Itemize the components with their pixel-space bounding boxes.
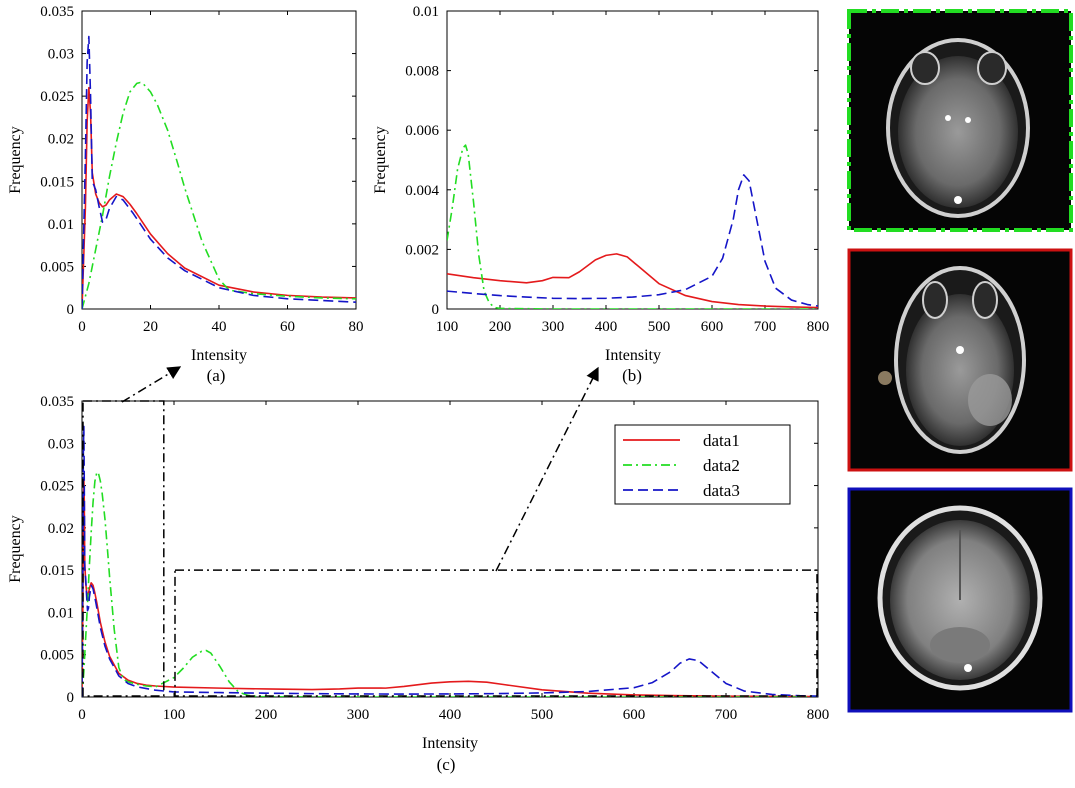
x-tick-label: 500 [648, 319, 671, 335]
zoom-box-a [82, 400, 165, 697]
x-tick-label: 500 [531, 707, 554, 723]
y-tick-label: 0.035 [40, 394, 74, 410]
y-tick-label: 0.006 [405, 123, 439, 139]
y-tick-label: 0.025 [40, 89, 74, 105]
y-tick-label: 0.01 [48, 217, 74, 233]
series-line-data3 [82, 425, 818, 697]
x-axis-label: Intensity [191, 347, 247, 364]
x-tick-label: 60 [280, 319, 295, 335]
y-tick-label: 0 [67, 302, 75, 318]
series-line-data1 [82, 86, 356, 309]
x-tick-label: 300 [542, 319, 565, 335]
legend: data1 data2 data3 [614, 424, 791, 505]
x-tick-label: 100 [436, 319, 459, 335]
x-tick-label: 700 [715, 707, 738, 723]
y-axis-label: Frequency [7, 126, 24, 194]
x-tick-label: 200 [255, 707, 278, 723]
y-tick-label: 0.015 [40, 174, 74, 190]
series-line-data1 [447, 253, 818, 309]
mri-slice-data1 [847, 248, 1073, 472]
y-tick-label: 0.008 [405, 64, 439, 80]
y-tick-label: 0.02 [48, 521, 74, 537]
legend-label-data3: data3 [703, 481, 740, 500]
chart-b: 0 0.002 0.004 0.006 0.008 0.01 100 200 300 400 500… [372, 4, 829, 385]
series-group [447, 144, 818, 309]
y-tick-label: 0.004 [405, 183, 439, 199]
x-tick-label: 800 [807, 707, 830, 723]
series-line-data1 [82, 476, 818, 697]
mri-slice-data3 [847, 487, 1073, 713]
series-line-data2 [447, 144, 818, 309]
x-tick-label: 20 [143, 319, 158, 335]
y-tick-label: 0.002 [405, 242, 439, 258]
zoom-arrow-b [495, 366, 599, 572]
x-tick-label: 400 [595, 319, 618, 335]
x-tick-label: 100 [163, 707, 186, 723]
y-tick-label: 0.02 [48, 132, 74, 148]
x-tick-label: 800 [807, 319, 830, 335]
y-tick-label: 0 [67, 690, 75, 706]
legend-label-data2: data2 [703, 456, 740, 475]
y-tick-label: 0.01 [48, 605, 74, 621]
x-tick-label: 700 [754, 319, 777, 335]
x-tick-label: 600 [623, 707, 646, 723]
panel-caption: (c) [437, 755, 456, 774]
zoom-arrow-a [121, 366, 182, 403]
panel-caption: (b) [622, 366, 642, 385]
series-line-data3 [447, 174, 818, 307]
plot-frame [446, 10, 819, 310]
y-tick-label: 0.005 [40, 648, 74, 664]
x-tick-label: 0 [78, 319, 86, 335]
zoom-annotations [82, 366, 818, 697]
x-axis-label: Intensity [422, 735, 478, 752]
series-group [82, 35, 356, 309]
x-tick-label: 300 [347, 707, 370, 723]
panel-caption: (a) [207, 366, 226, 385]
zoom-box-b [174, 569, 818, 697]
series-group [82, 425, 818, 697]
y-tick-label: 0.005 [40, 259, 74, 275]
series-line-data3 [82, 35, 356, 309]
y-tick-label: 0.015 [40, 563, 74, 579]
plot-frame [81, 10, 357, 310]
x-tick-label: 200 [489, 319, 512, 335]
x-tick-label: 600 [701, 319, 724, 335]
x-axis-label: Intensity [605, 347, 661, 364]
x-tick-label: 80 [349, 319, 364, 335]
legend-label-data1: data1 [703, 431, 740, 450]
mri-slice-data2 [847, 9, 1073, 232]
chart-a: 0 0.005 0.01 0.015 0.02 0.025 0.03 0.035 0 20 40 60… [7, 4, 364, 385]
y-axis-label: Frequency [372, 126, 389, 194]
y-tick-label: 0.025 [40, 479, 74, 495]
y-tick-label: 0 [432, 302, 440, 318]
series-line-data2 [82, 471, 818, 697]
y-tick-label: 0.035 [40, 4, 74, 20]
y-tick-label: 0.01 [413, 4, 439, 20]
y-tick-label: 0.03 [48, 47, 74, 63]
chart-c: 0 0.005 0.01 0.015 0.02 0.025 0.03 0.035 0 100 200… [7, 394, 829, 774]
y-axis-label: Frequency [7, 515, 24, 583]
y-tick-label: 0.03 [48, 436, 74, 452]
x-tick-label: 0 [78, 707, 86, 723]
x-tick-label: 40 [212, 319, 227, 335]
x-tick-label: 400 [439, 707, 462, 723]
